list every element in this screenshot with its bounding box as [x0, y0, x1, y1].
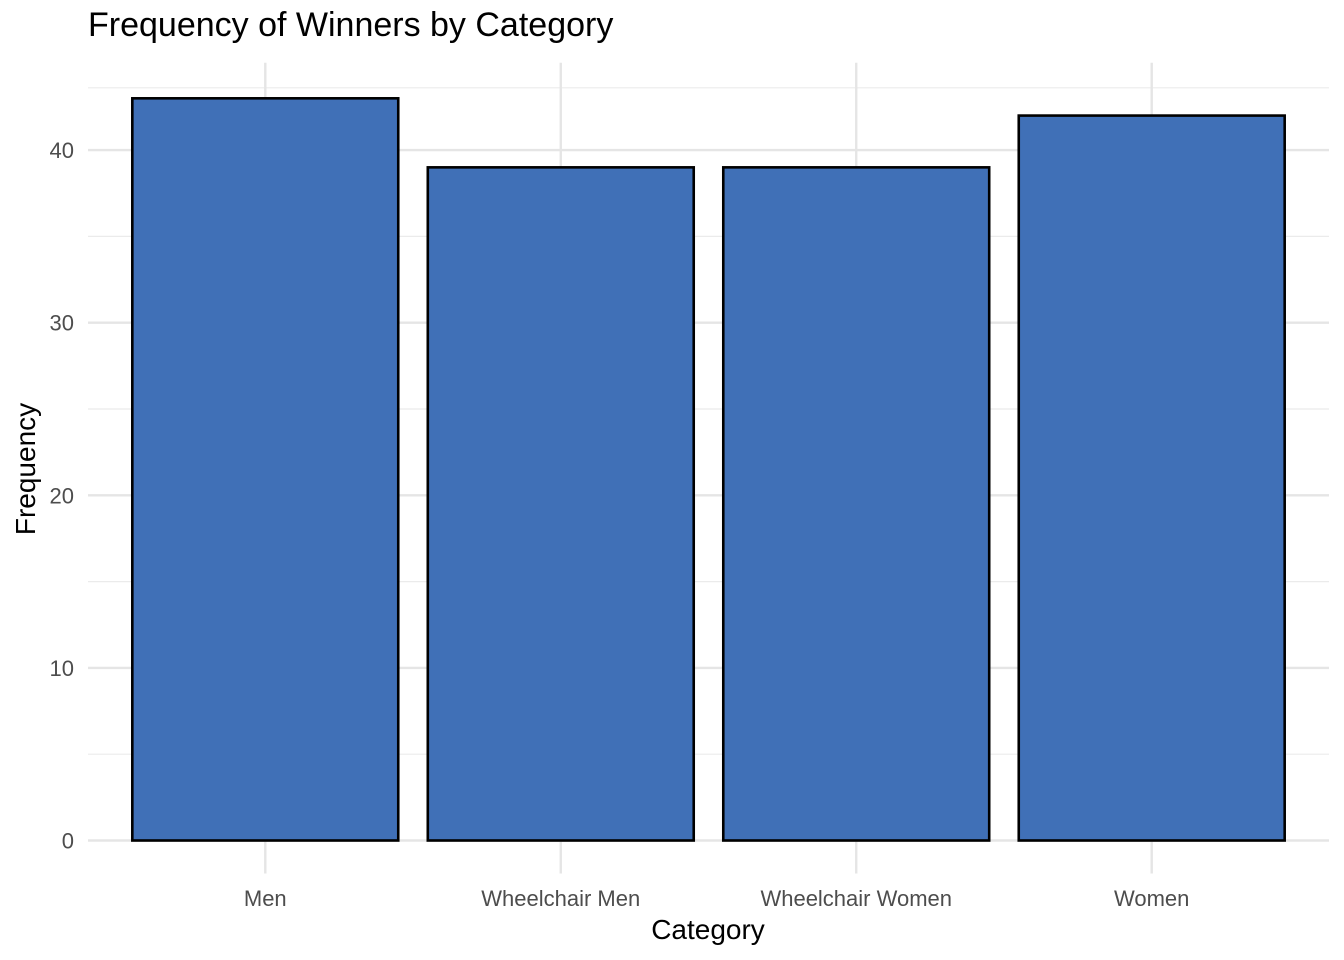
y-tick-label: 40	[50, 138, 74, 163]
bar-women	[1017, 114, 1286, 842]
bar-wheelchair-women	[721, 166, 991, 842]
bars	[131, 97, 1286, 842]
y-tick-label: 20	[50, 483, 74, 508]
y-tick-label: 10	[50, 656, 74, 681]
y-tick-labels: 0 10 20 30 40	[50, 138, 74, 853]
x-tick-label: Wheelchair Men	[481, 886, 640, 911]
bar-wheelchair-men	[426, 166, 696, 842]
x-tick-label: Women	[1114, 886, 1189, 911]
y-tick-label: 30	[50, 311, 74, 336]
x-axis-label: Category	[651, 914, 765, 945]
chart-title: Frequency of Winners by Category	[88, 6, 614, 44]
x-tick-label: Men	[244, 886, 287, 911]
y-axis-label: Frequency	[10, 403, 41, 535]
x-tick-labels: Men Wheelchair Men Wheelchair Women Women	[244, 886, 1190, 911]
x-tick-label: Wheelchair Women	[760, 886, 952, 911]
bar-men	[131, 97, 400, 842]
y-tick-label: 0	[62, 829, 74, 854]
